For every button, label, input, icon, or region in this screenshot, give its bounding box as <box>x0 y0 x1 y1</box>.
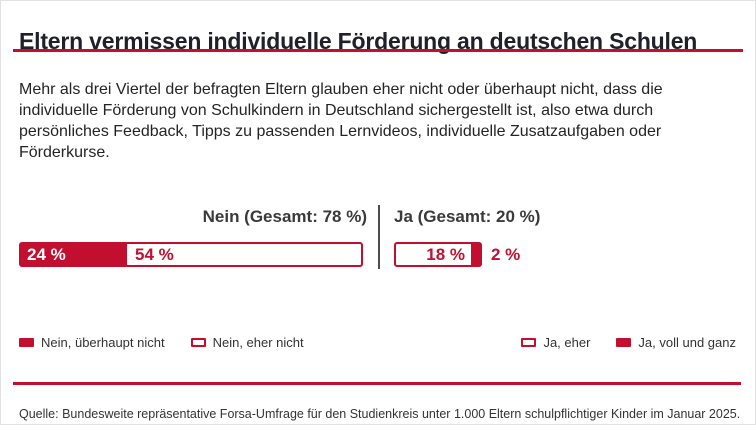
group-label-ja: Ja (Gesamt: 20 %) <box>394 207 541 226</box>
bar-nein: 24 % 54 % <box>19 242 363 267</box>
bar-segment-nein-eher-nicht: 54 % <box>125 242 363 267</box>
legend-label: Ja, eher <box>543 335 591 350</box>
legend-label: Nein, eher nicht <box>212 335 304 350</box>
legend-item: Ja, voll und ganz <box>616 335 736 350</box>
group-divider <box>378 205 380 269</box>
bar-value-ja-voll-und-ganz: 2 % <box>491 244 521 264</box>
legend-swatch-outline-icon <box>521 338 537 347</box>
legend-swatch-outline-icon <box>190 338 206 347</box>
source-divider <box>13 382 741 385</box>
bar-ja: 18 % 2 % <box>394 242 520 267</box>
legend-swatch-solid-icon <box>19 338 34 347</box>
legend-nein: Nein, überhaupt nicht Nein, eher nicht <box>19 335 304 350</box>
source-text: Quelle: Bundesweite repräsentative Forsa… <box>19 406 741 421</box>
legend-label: Ja, voll und ganz <box>638 335 736 350</box>
group-label-nein: Nein (Gesamt: 78 %) <box>202 207 367 226</box>
legend-ja: Ja, eher Ja, voll und ganz <box>521 335 736 350</box>
legend-item: Ja, eher <box>521 335 590 350</box>
bar-segment-ja-voll-und-ganz <box>473 242 482 267</box>
bar-segment-ja-eher: 18 % <box>394 242 473 267</box>
bar-segment-nein-ueberhaupt-nicht: 24 % <box>19 242 125 267</box>
intro-text: Mehr als drei Viertel der befragten Elte… <box>19 81 663 161</box>
title-underline <box>13 49 743 52</box>
legend-swatch-solid-icon <box>616 338 632 347</box>
legend-label: Nein, überhaupt nicht <box>41 335 165 350</box>
legend-item: Nein, eher nicht <box>190 335 304 350</box>
legend-item: Nein, überhaupt nicht <box>19 335 165 350</box>
